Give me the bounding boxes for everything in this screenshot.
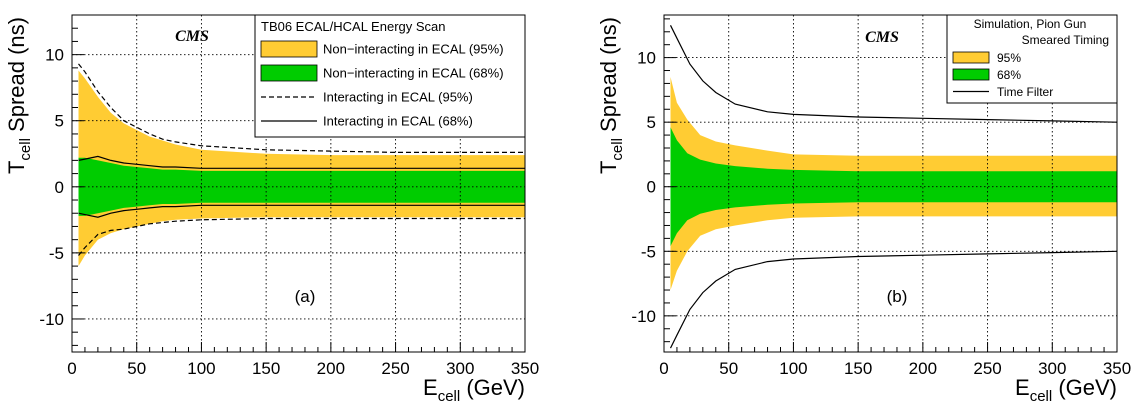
x-tick-label: 50 xyxy=(127,359,146,378)
x-tick-label: 0 xyxy=(659,359,668,378)
y-tick-label: -5 xyxy=(641,242,656,261)
legend-entry-0: 95% xyxy=(997,51,1021,65)
y-tick-label: -10 xyxy=(631,307,656,326)
y-tick-label: -5 xyxy=(49,244,64,263)
x-tick-label: 0 xyxy=(67,359,76,378)
y-tick-label: 0 xyxy=(647,178,656,197)
y-tick-label: 10 xyxy=(45,46,64,65)
x-tick-label: 300 xyxy=(446,359,474,378)
legend-entry-1: Non−interacting in ECAL (68%) xyxy=(323,66,504,81)
x-tick-label: 100 xyxy=(187,359,215,378)
y-axis-label: Tcell Spread (ns) xyxy=(596,17,626,174)
x-tick-label: 350 xyxy=(1103,359,1131,378)
x-axis-label: Ecell (GeV) xyxy=(1015,375,1117,401)
legend-swatch-0 xyxy=(260,40,318,58)
band-1 xyxy=(670,127,1117,247)
legend-entry-0: Non−interacting in ECAL (95%) xyxy=(323,42,504,57)
x-tick-label: 50 xyxy=(719,359,738,378)
legend-entry-2: Interacting in ECAL (95%) xyxy=(323,90,473,105)
x-tick-label: 250 xyxy=(973,359,1001,378)
band-1 xyxy=(78,157,525,216)
legend-title: Simulation, Pion Gun xyxy=(974,17,1087,31)
legend-title: TB06 ECAL/HCAL Energy Scan xyxy=(261,19,446,34)
x-tick-label: 350 xyxy=(511,359,539,378)
cms-label: CMS xyxy=(865,29,899,46)
panel-label: (b) xyxy=(887,287,908,306)
x-tick-label: 200 xyxy=(909,359,937,378)
line-1-lower xyxy=(78,204,525,218)
line-0-upper xyxy=(78,63,525,153)
legend-swatch-1 xyxy=(952,68,990,81)
y-tick-label: 0 xyxy=(55,178,64,197)
line-1-upper xyxy=(78,155,525,169)
x-tick-label: 150 xyxy=(252,359,280,378)
legend-swatch-0 xyxy=(952,51,990,64)
line-0-upper xyxy=(669,25,1117,123)
chart-panel-b: 0 50 100 150 200 250 300 350 -10 -5 0 5 10 Ecell (GeV… xyxy=(596,14,1131,401)
y-tick-label: 5 xyxy=(55,112,64,131)
legend-entry-3: Interacting in ECAL (68%) xyxy=(323,114,473,129)
legend-swatch-1 xyxy=(260,64,318,82)
x-tick-label: 300 xyxy=(1038,359,1066,378)
legend-entry-1: 68% xyxy=(997,68,1021,82)
x-tick-label: 200 xyxy=(317,359,345,378)
y-axis-label: Tcell Spread (ns) xyxy=(4,17,34,174)
plot-area xyxy=(72,15,525,352)
cms-label: CMS xyxy=(175,28,209,45)
x-tick-label: 150 xyxy=(844,359,872,378)
x-tick-label: 250 xyxy=(381,359,409,378)
legend-entry-2: Time Filter xyxy=(997,85,1053,99)
x-axis-label: Ecell (GeV) xyxy=(423,375,525,401)
legend: TB06 ECAL/HCAL Energy Scan Non−interactin… xyxy=(254,14,526,138)
chart-panel-a: 0 50 100 150 200 250 300 350 -10 -5 0 5 10 Ecell (GeV… xyxy=(4,14,539,401)
line-0-lower xyxy=(669,250,1117,349)
panel-label: (a) xyxy=(295,287,316,306)
plot-frame xyxy=(663,14,1118,353)
legend-subtitle: Smeared Timing xyxy=(1022,33,1109,47)
y-tick-label: 10 xyxy=(637,49,656,68)
y-tick-label: -10 xyxy=(39,310,64,329)
line-0-lower xyxy=(78,217,525,256)
x-tick-label: 100 xyxy=(779,359,807,378)
y-tick-label: 5 xyxy=(647,113,656,132)
